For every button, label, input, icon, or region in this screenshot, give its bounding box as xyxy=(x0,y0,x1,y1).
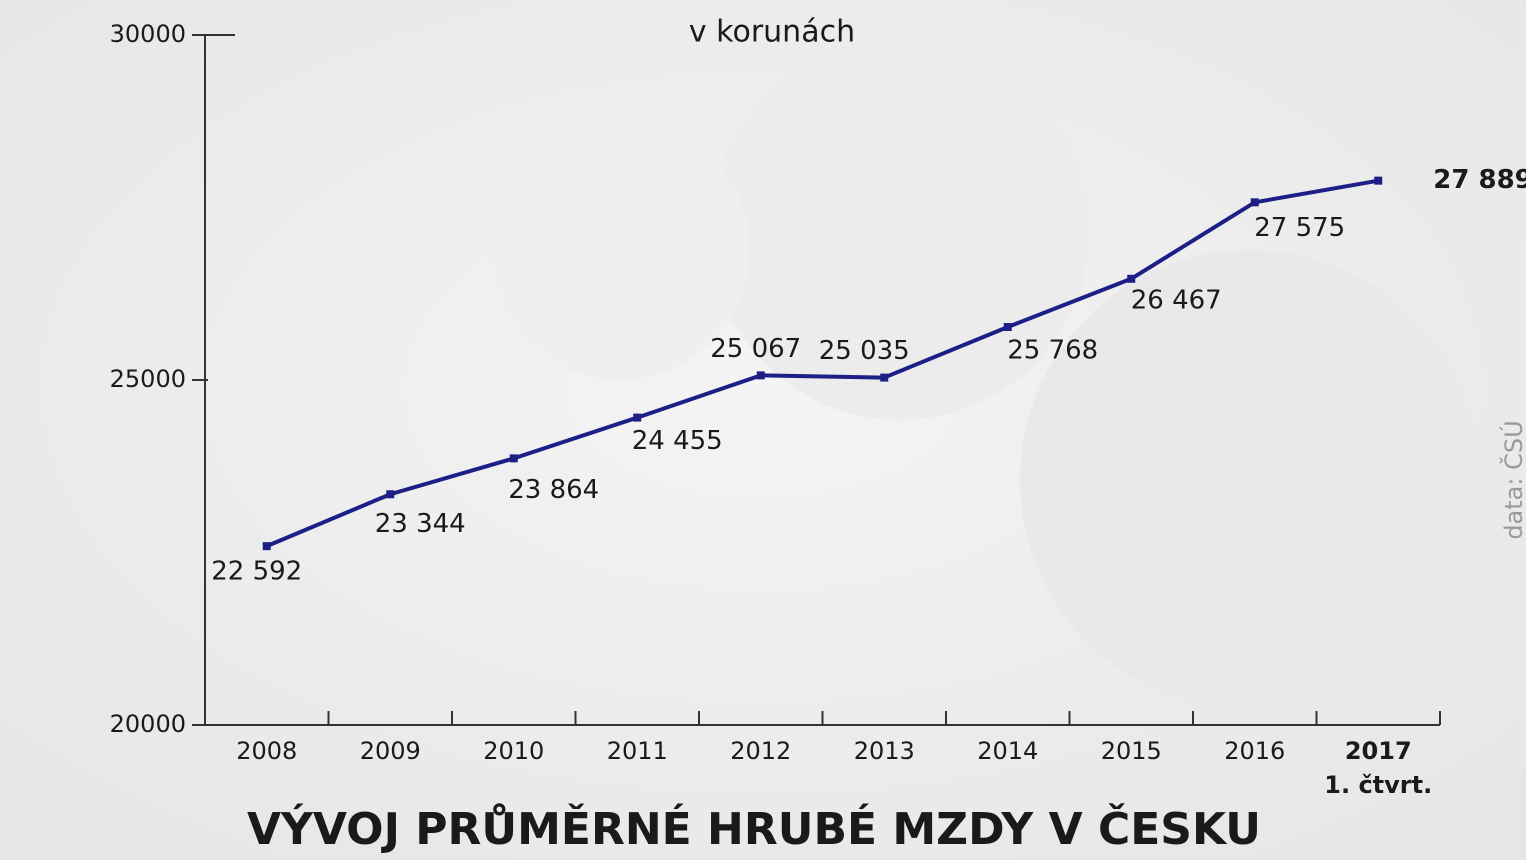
marker xyxy=(1003,323,1012,332)
data-label: 27 889 xyxy=(1433,165,1526,195)
source: data: ČSÚ xyxy=(1498,420,1526,539)
data-label: 25 768 xyxy=(1007,336,1098,366)
marker xyxy=(633,413,642,422)
data-label: 25 035 xyxy=(819,336,910,366)
subtitle: v korunách xyxy=(689,15,855,50)
x-tick-label: 2014 xyxy=(977,737,1038,765)
chart-title: VÝVOJ PRŮMĚRNÉ HRUBÉ MZDY V ČESKU xyxy=(247,802,1261,855)
x-tick-label: 2009 xyxy=(360,737,421,765)
x-tick-label: 2008 xyxy=(236,737,297,765)
y-tick-label: 25000 xyxy=(110,365,186,393)
marker xyxy=(880,373,889,382)
data-label: 23 344 xyxy=(375,509,466,539)
marker xyxy=(509,454,518,463)
marker xyxy=(1374,176,1383,185)
data-label: 23 864 xyxy=(508,475,599,505)
data-label: 25 067 xyxy=(710,334,801,364)
x-tick-label: 2010 xyxy=(483,737,544,765)
x-tick-label: 2013 xyxy=(854,737,915,765)
x-tick-label: 2012 xyxy=(730,737,791,765)
marker xyxy=(262,542,271,551)
x-tick-label: 2011 xyxy=(607,737,668,765)
data-label: 26 467 xyxy=(1131,285,1222,315)
data-label: 24 455 xyxy=(632,426,723,456)
data-label: 27 575 xyxy=(1254,213,1345,243)
marker xyxy=(386,490,395,499)
marker xyxy=(1250,198,1259,207)
line xyxy=(265,178,1379,548)
x-tick-label: 2015 xyxy=(1101,737,1162,765)
marker xyxy=(1127,274,1136,283)
coin-decoration xyxy=(1020,250,1480,710)
y-tick-label: 20000 xyxy=(110,710,186,738)
x-tick-label: 2017 xyxy=(1345,737,1412,765)
y-tick-label: 30000 xyxy=(110,20,186,48)
coin-decoration xyxy=(490,120,750,380)
marker xyxy=(756,371,765,380)
data-label: 22 592 xyxy=(211,557,302,587)
x-tick-label: 2016 xyxy=(1224,737,1285,765)
coin-decoration xyxy=(710,40,1090,420)
category-note: 1. čtvrt. xyxy=(1324,771,1432,799)
